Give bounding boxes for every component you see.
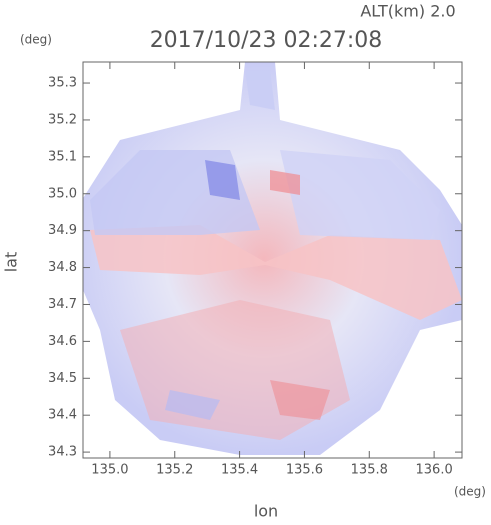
y-tick-label: 34.6	[48, 334, 77, 349]
y-tick-label: 34.4	[48, 408, 77, 423]
x-tick-label: 135.2	[156, 463, 193, 478]
y-tick-label: 34.8	[48, 260, 77, 275]
chart-title: 2017/10/23 02:27:08	[150, 28, 383, 53]
x-tick-label: 135.8	[351, 463, 388, 478]
x-tick-label: 135.4	[221, 463, 258, 478]
y-tick-label: 35.2	[48, 112, 77, 127]
x-tick-label: 136.0	[416, 463, 453, 478]
plot-frame	[82, 61, 463, 459]
y-tick-label: 35.0	[48, 186, 77, 201]
y-tick-label: 34.9	[48, 223, 77, 238]
x-axis-label: lon	[254, 502, 278, 521]
y-tick-label: 34.5	[48, 371, 77, 386]
y-tick-label: 35.3	[48, 76, 77, 91]
y-unit: (deg)	[20, 33, 52, 47]
x-tick-label: 135.6	[286, 463, 323, 478]
y-tick-label: 34.3	[48, 445, 77, 460]
y-axis-label: lat	[2, 252, 21, 273]
x-tick-label: 135.0	[91, 463, 128, 478]
y-tick-label: 35.1	[48, 149, 77, 164]
y-tick-label: 34.7	[48, 297, 77, 312]
x-unit: (deg)	[454, 485, 486, 499]
radar-field	[83, 62, 462, 455]
altitude-label: ALT(km) 2.0	[360, 2, 455, 21]
